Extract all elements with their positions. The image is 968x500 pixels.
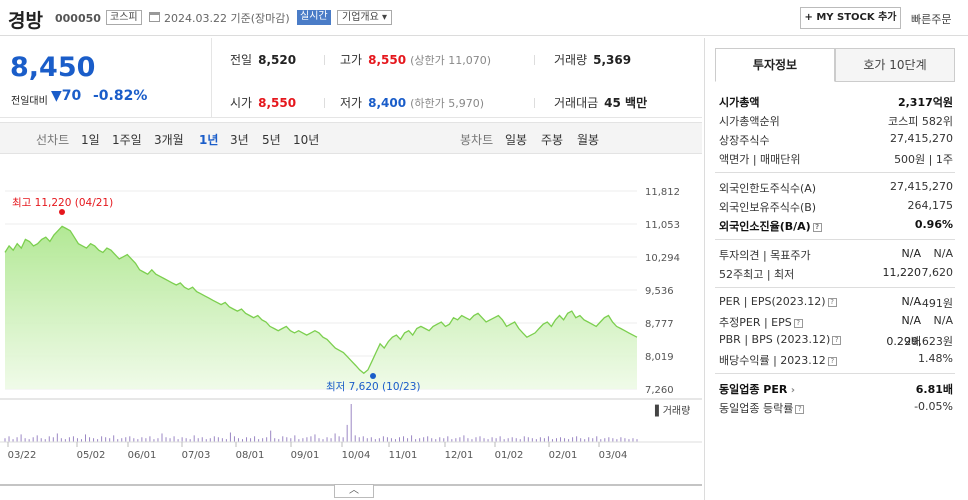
help-icon[interactable]: ? [793, 318, 803, 328]
quick-order-button[interactable]: 빠른주문 [911, 13, 952, 26]
divider [324, 98, 325, 108]
listed-shares-row: 상장주식수 27,415,270 [719, 132, 953, 147]
y-tick-label: 10,294 [645, 253, 680, 264]
divider [715, 373, 955, 374]
stock-code: 000050 [55, 12, 101, 25]
candle-chart-label: 봉차트 [460, 133, 494, 147]
period-1y[interactable]: 1년 [199, 133, 219, 147]
foreign-ratio-row: 외국인소진율(B/A)? 0.96% [719, 218, 953, 233]
sector-change-row: 동일업종 등락률? -0.05% [719, 400, 953, 415]
tab-order-book[interactable]: 호가 10단계 [835, 48, 955, 82]
52-week-row: 52주최고 | 최저 11,220 7,620 [719, 266, 953, 281]
help-icon[interactable]: ? [827, 297, 837, 307]
period-1w[interactable]: 1주일 [112, 133, 142, 147]
dividend-row: 배당수익률 | 2023.12? 1.48% [719, 352, 953, 367]
opinion-row: 투자의견 | 목표주가 N/A N/A [719, 247, 953, 262]
line-chart-label: 선차트 [36, 133, 70, 147]
est-per-row: 추정PER | EPS? N/A N/A [719, 314, 953, 329]
volume: 거래량 5,369 [554, 53, 632, 67]
period-5y[interactable]: 5년 [262, 133, 281, 147]
candle-daily[interactable]: 일봉 [505, 133, 528, 147]
quote-date: 2024.03.22 기준(장마감) [164, 12, 290, 25]
change-value: ▼70 [51, 88, 82, 104]
divider [324, 55, 325, 65]
period-1d[interactable]: 1일 [81, 133, 100, 147]
market-cap-row: 시가총액 2,317억원 [719, 96, 953, 109]
y-tick-label: 8,019 [645, 352, 674, 363]
stock-name: 경방 [8, 10, 43, 32]
x-tick-label: 08/01 [236, 450, 265, 461]
x-tick-label: 06/01 [128, 450, 157, 461]
par-value-row: 액면가 | 매매단위 500원 | 1주 [719, 153, 953, 166]
market-cap-rank-row: 시가총액순위 코스피 582위 [719, 115, 953, 128]
help-icon[interactable]: ? [812, 222, 822, 232]
high-marker [59, 209, 65, 215]
current-price-box: 8,450 전일대비 ▼70 -0.82% [0, 38, 212, 118]
period-10y[interactable]: 10년 [293, 133, 320, 147]
sector-per-row: 동일업종 PER › 6.81배 [719, 383, 953, 396]
low-marker [370, 373, 376, 379]
prev-close: 전일 8,520 [230, 53, 297, 67]
open-price: 시가 8,550 [230, 96, 297, 110]
price-area [5, 226, 637, 389]
x-tick-label: 09/01 [291, 450, 320, 461]
low-price: 저가 8,400 (하한가 5,970) [340, 96, 484, 110]
x-tick-label: 10/04 [342, 450, 371, 461]
current-price: 8,450 [10, 52, 96, 83]
divider [715, 172, 955, 173]
invest-info-table: 시가총액 2,317억원 시가총액순위 코스피 582위 상장주식수 27,415,2… [715, 92, 955, 417]
high-label: 최고 11,220 (04/21) [12, 197, 113, 209]
candle-weekly[interactable]: 주봉 [541, 133, 564, 147]
volume-label: ▌거래량 [654, 404, 690, 417]
divider [534, 98, 535, 108]
x-tick-label: 02/01 [549, 450, 578, 461]
collapse-chart-button[interactable]: ︿ [334, 484, 374, 498]
x-tick-label: 12/01 [445, 450, 474, 461]
x-tick-label: 03/04 [599, 450, 628, 461]
foreign-hold-row: 외국인보유주식수(B) 264,175 [719, 199, 953, 214]
x-tick-label: 11/01 [389, 450, 418, 461]
y-tick-label: 11,053 [645, 220, 680, 231]
help-icon[interactable]: ? [795, 404, 805, 414]
help-icon[interactable]: ? [832, 335, 842, 345]
change-label: 전일대비 [11, 96, 48, 107]
period-3m[interactable]: 3개월 [154, 133, 184, 147]
my-stock-add-button[interactable]: + MY STOCK 추가 [800, 7, 901, 29]
stock-header: 경방 000050 코스피 2024.03.22 기준(장마감) 실시간 기업개… [0, 0, 968, 36]
divider [715, 239, 955, 240]
market-badge: 코스피 [106, 10, 142, 25]
x-tick-label: 05/02 [77, 450, 106, 461]
x-tick-label: 03/22 [8, 450, 37, 461]
candle-monthly[interactable]: 월봉 [577, 133, 600, 147]
price-chart[interactable]: 11,812 11,053 10,294 9,536 8,777 8,019 7,260 최고… [0, 155, 702, 500]
calendar-icon [149, 12, 160, 22]
y-tick-label: 7,260 [645, 385, 674, 396]
tab-invest-info[interactable]: 투자정보 [715, 48, 835, 82]
trade-amount: 거래대금 45 백만 [554, 96, 648, 110]
company-overview-button[interactable]: 기업개요 ▾ [337, 10, 392, 25]
help-icon[interactable]: ? [827, 356, 837, 366]
price-line [4, 225, 638, 375]
low-label: 최저 7,620 (10/23) [326, 381, 421, 393]
price-summary: 전일 8,520 고가 8,550 (상한가 11,070) 거래량 5,369 시가 8… [212, 38, 702, 118]
realtime-badge[interactable]: 실시간 [297, 10, 331, 25]
invest-info-panel: 투자정보 호가 10단계 시가총액 2,317억원 시가총액순위 코스피 582위 … [704, 38, 968, 500]
y-tick-label: 9,536 [645, 286, 674, 297]
foreign-limit-row: 외국인한도주식수(A) 27,415,270 [719, 180, 953, 195]
per-row: PER | EPS(2023.12)? N/A -491원 [719, 295, 953, 310]
x-tick-label: 01/02 [495, 450, 524, 461]
pbr-row: PBR | BPS (2023.12)? 0.29배 29,623원 [719, 333, 953, 348]
divider [534, 55, 535, 65]
period-3y[interactable]: 3년 [230, 133, 249, 147]
divider [715, 287, 955, 288]
y-tick-label: 11,812 [645, 187, 680, 198]
high-price: 고가 8,550 (상한가 11,070) [340, 53, 491, 67]
change-percent: -0.82% [93, 88, 148, 104]
x-tick-label: 07/03 [182, 450, 211, 461]
chart-period-bar: 선차트 1일 1주일 3개월 1년 3년 5년 10년 봉차트 일봉 주봉 월봉 [0, 122, 702, 154]
y-tick-label: 8,777 [645, 319, 674, 330]
